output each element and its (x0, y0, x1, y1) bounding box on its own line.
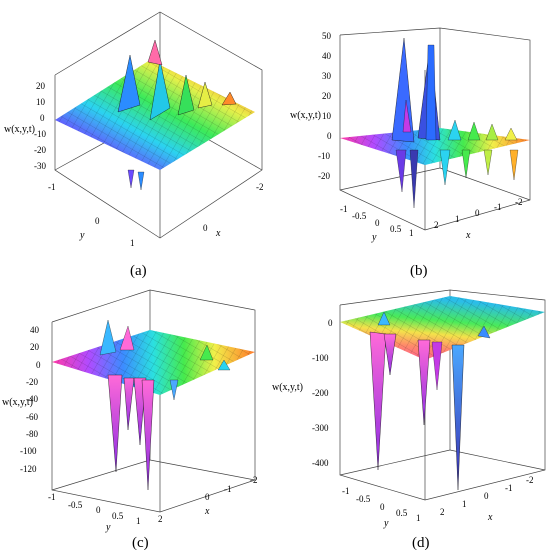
panel-a-y-tick: 1 (130, 238, 135, 248)
panel-c-z-tick: 0 (36, 360, 41, 370)
panel-c-y-tick: 2 (158, 514, 163, 524)
panel-d-z-ticks: 0 -100 -200 -300 -400 (312, 318, 333, 468)
panel-b-z-label: w(x,y,t) (290, 110, 321, 121)
panel-d-y-tick: 0.5 (396, 508, 408, 518)
panel-a-z-label: w(x,y,t) (4, 124, 35, 135)
panel-d-x-label: x (487, 512, 493, 523)
panel-c-x-label: x (204, 506, 210, 517)
panel-b-x-label: x (465, 230, 471, 241)
panel-b-caption: (b) (410, 263, 428, 279)
panel-d-x-tick: 1 (462, 499, 467, 509)
panel-d: 0 -100 -200 -300 -400 w(x,y,t) -1 -0.5 0… (272, 289, 546, 551)
panel-a-x-tick: -2 (256, 182, 264, 192)
panel-c-z-tick: -80 (26, 429, 38, 439)
panel-a-surface (55, 39, 255, 191)
panel-b-y-tick: -0.5 (352, 211, 367, 221)
panel-b-z-tick: 40 (322, 51, 332, 61)
panel-c-caption: (c) (132, 535, 149, 550)
panel-a-caption: (a) (130, 263, 147, 279)
panel-d-y-tick: -1 (342, 486, 350, 496)
panel-b-z-tick: 0 (327, 131, 332, 141)
panel-a-z-tick: -20 (34, 145, 46, 155)
panel-d-z-tick: -400 (312, 458, 329, 468)
panel-c-z-tick: -120 (20, 464, 37, 474)
panel-b-z-tick: -20 (318, 171, 330, 181)
panel-c-x-tick: -1 (224, 484, 232, 494)
panel-d-z-tick: -300 (312, 423, 329, 433)
panel-b-x-tick: -1 (494, 202, 502, 212)
panel-c-surface (52, 319, 255, 491)
panel-c-z-label: w(x,y,t) (2, 397, 33, 408)
panel-c-x-tick: 0 (205, 492, 210, 502)
panel-c: 40 20 0 -20 -40 -60 -80 -100 -120 w(x,y,… (2, 289, 258, 551)
panel-d-x-tick: 0 (484, 491, 489, 501)
panel-c-y-tick: -0.5 (68, 500, 83, 510)
panel-b-y-tick: 0 (375, 218, 380, 228)
panel-b-y-label: y (371, 232, 377, 243)
panel-b-y-tick: -1 (340, 204, 348, 214)
panel-b-surface (340, 37, 530, 209)
panel-c-box (51, 289, 256, 513)
panel-b-z-tick: 10 (322, 111, 332, 121)
panel-d-caption: (d) (412, 535, 430, 550)
panel-d-y-tick: -0.5 (356, 494, 371, 504)
panel-b-z-ticks: 50 40 30 20 10 0 -10 -20 (318, 31, 332, 181)
panel-d-y-tick: 0 (380, 502, 385, 512)
panel-a-z-tick: 0 (40, 113, 45, 123)
panel-c-z-tick: -40 (26, 394, 38, 404)
panel-d-z-tick: -200 (312, 388, 329, 398)
panel-c-x-tick: -2 (250, 475, 258, 485)
panel-d-x-tick: -2 (526, 475, 534, 485)
panel-b: 50 40 30 20 10 0 -10 -20 w(x,y,t) -1 -0.… (290, 27, 531, 279)
panel-b-x-tick: 0 (475, 208, 480, 218)
panel-a-z-tick: -10 (34, 129, 46, 139)
panel-c-y-tick: 0 (96, 505, 101, 515)
panel-c-z-tick: 20 (30, 342, 40, 352)
panel-b-z-tick: 30 (322, 71, 332, 81)
panel-a-z-ticks: 20 10 0 -10 -20 -30 (34, 81, 46, 171)
panel-b-y-tick: 0.5 (390, 224, 402, 234)
panel-a-x-label: x (215, 228, 221, 239)
panel-d-x-tick: 2 (440, 507, 445, 517)
panel-a-z-tick: 20 (36, 81, 46, 91)
panel-d-z-tick: 0 (328, 318, 333, 328)
panel-b-y-tick: 1 (409, 228, 414, 238)
panel-b-z-tick: -10 (318, 151, 330, 161)
panel-c-y-tick: 0.5 (112, 511, 124, 521)
panel-a: 20 10 0 -10 -20 -30 w(x,y,t) -1 0 1 y 0 … (4, 11, 264, 279)
panel-b-z-tick: 20 (322, 91, 332, 101)
panel-c-y-tick: -1 (48, 492, 56, 502)
panel-a-y-label: y (79, 230, 85, 241)
panel-b-x-tick: 2 (434, 220, 439, 230)
panel-d-x-tick: -1 (505, 483, 513, 493)
panel-c-z-ticks: 40 20 0 -20 -40 -60 -80 -100 -120 (20, 325, 41, 474)
panel-c-z-tick: -20 (26, 377, 38, 387)
panel-b-x-tick: -2 (515, 197, 523, 207)
panel-a-y-tick: -1 (48, 182, 56, 192)
panel-c-y-tick: 1 (136, 516, 141, 526)
panel-d-y-label: y (383, 518, 389, 529)
panel-c-y-label: y (105, 522, 111, 533)
panel-a-y-tick: 0 (95, 216, 100, 226)
panel-a-z-tick: -30 (34, 161, 46, 171)
panel-c-z-tick: -60 (26, 412, 38, 422)
panel-b-z-tick: 50 (322, 31, 332, 41)
panel-b-x-tick: 1 (455, 214, 460, 224)
panel-a-z-tick: 10 (36, 97, 46, 107)
panel-c-z-tick: 40 (30, 325, 40, 335)
panel-d-surface (340, 296, 545, 491)
panel-d-y-tick: 1 (416, 513, 421, 523)
panel-d-z-label: w(x,y,t) (272, 382, 303, 393)
panel-c-z-tick: -100 (20, 446, 37, 456)
panel-a-x-tick: 0 (203, 223, 208, 233)
panel-d-z-tick: -100 (312, 353, 329, 363)
